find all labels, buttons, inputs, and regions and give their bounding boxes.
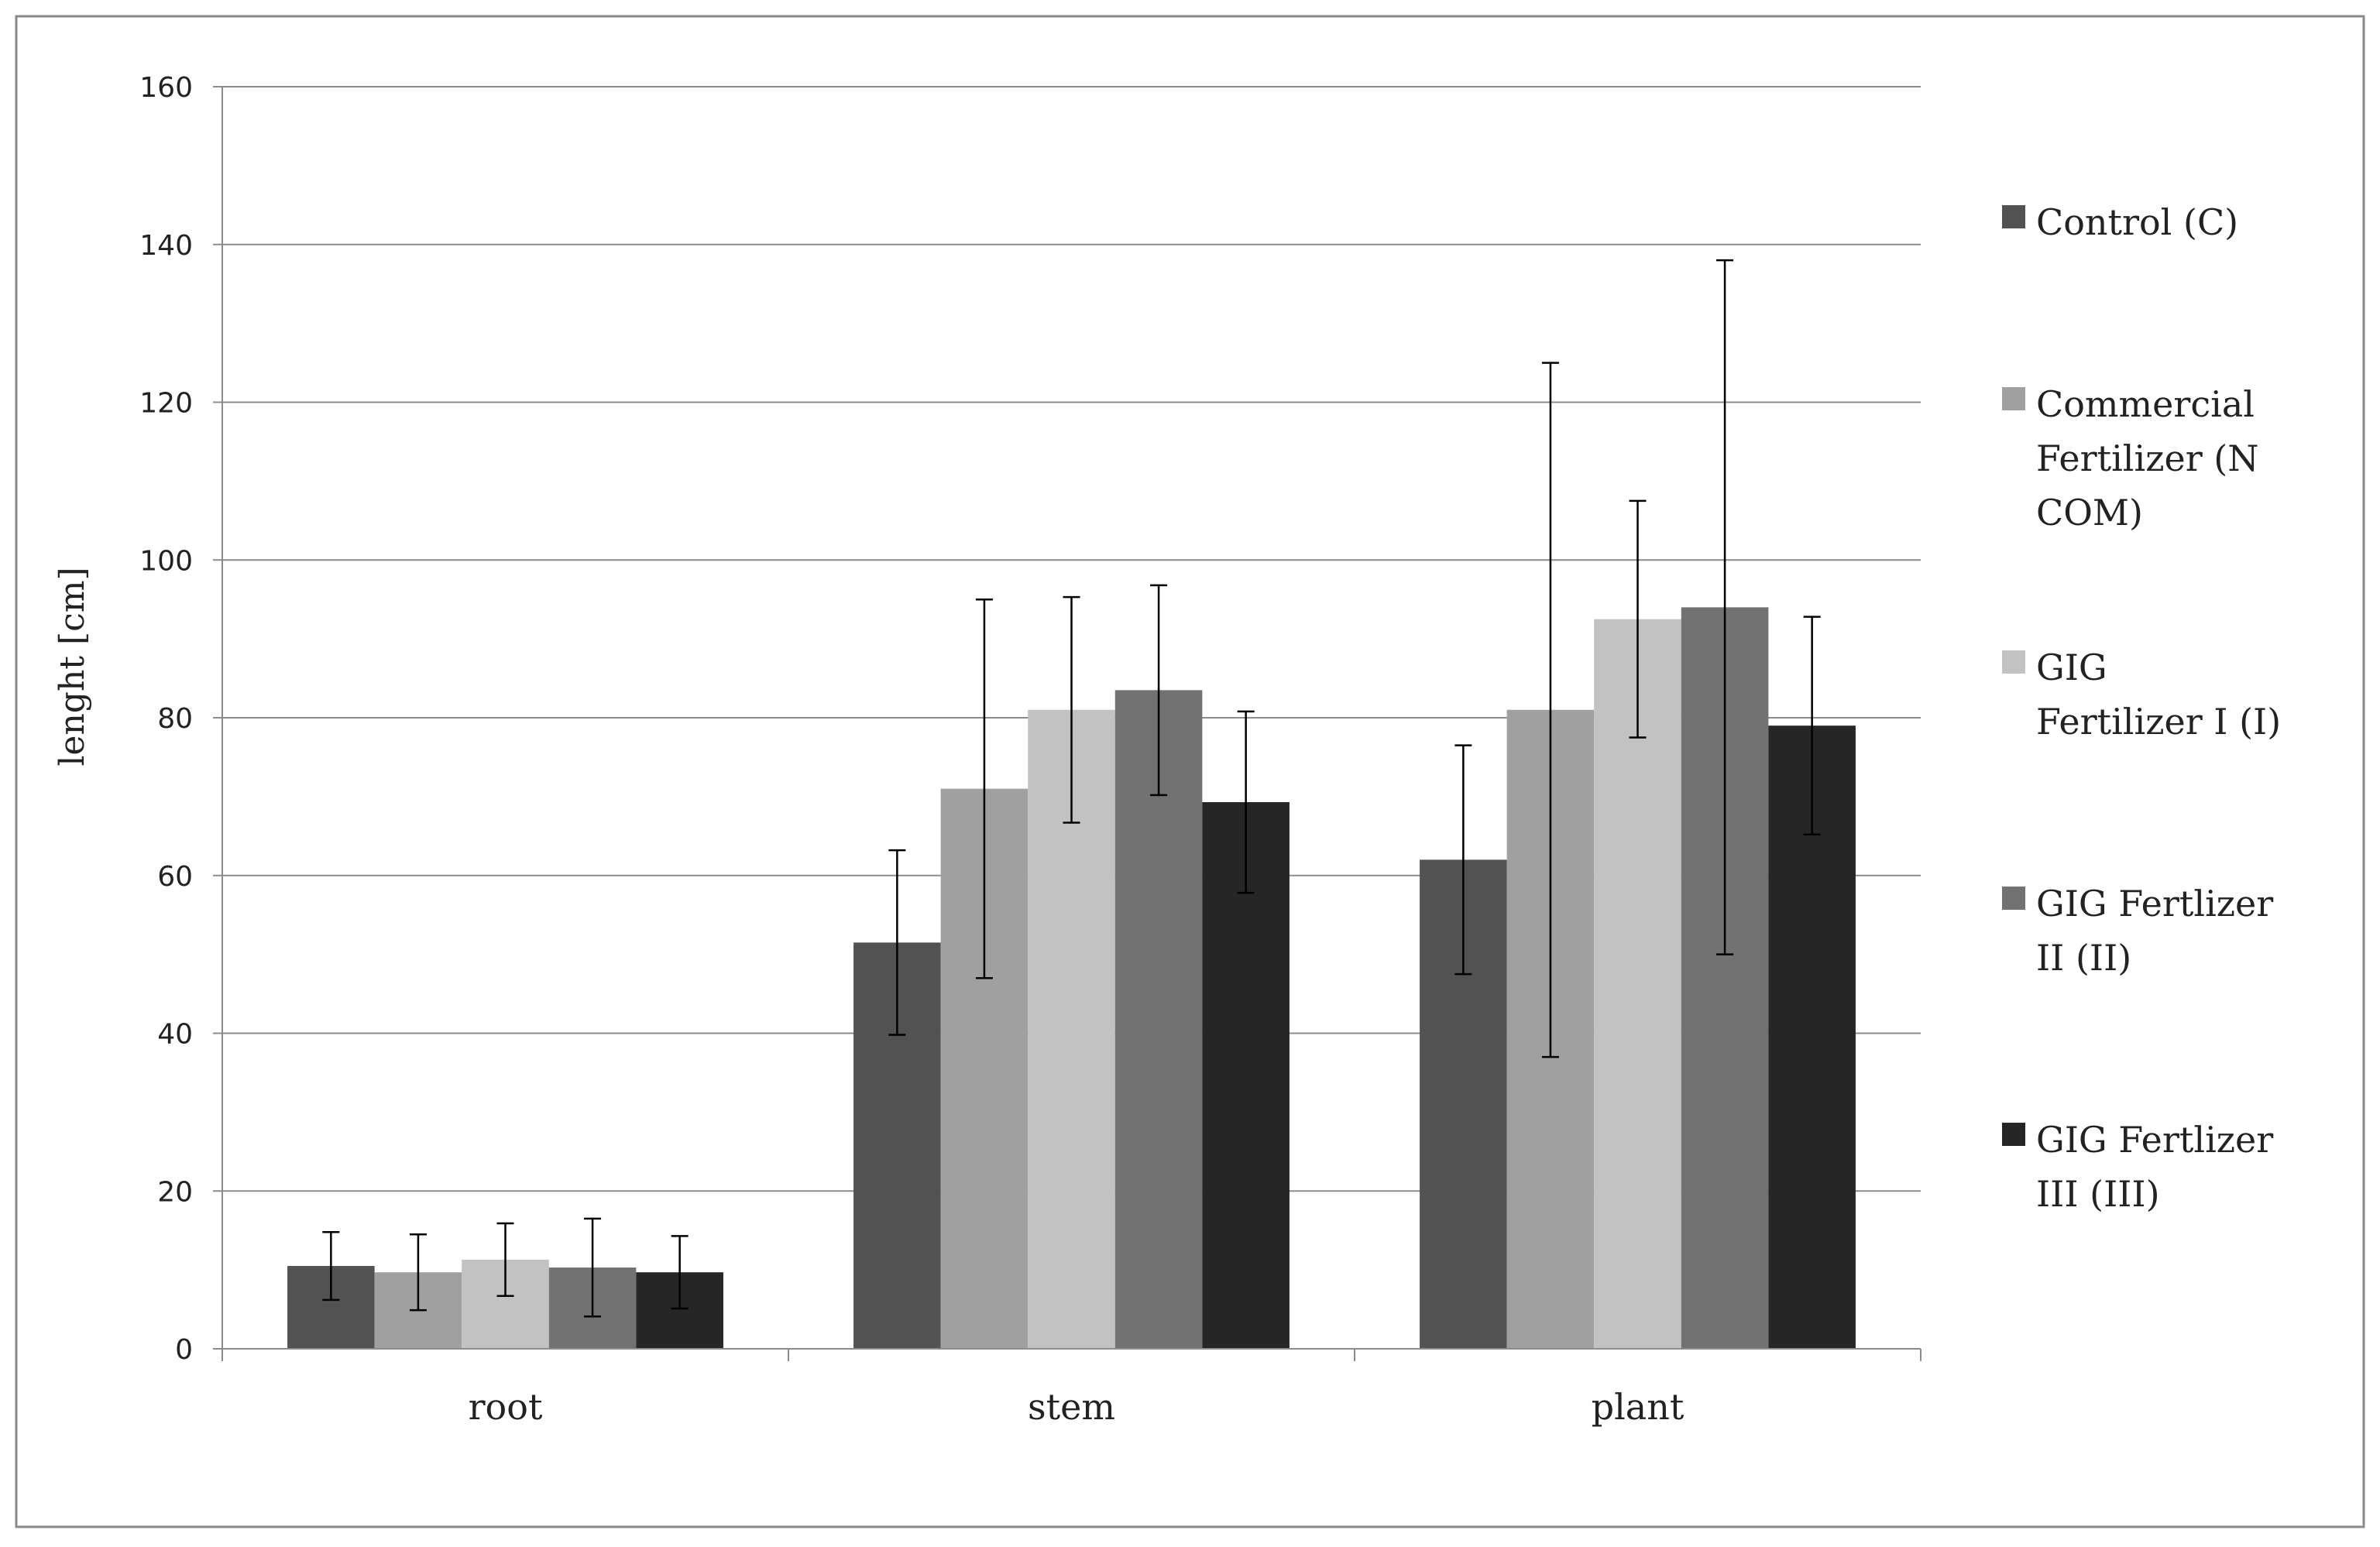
y-tick-label: 140 [139, 230, 193, 262]
y-tick-label: 100 [139, 545, 193, 577]
y-tick-label: 80 [157, 703, 193, 735]
y-tick-label: 160 [139, 72, 193, 104]
legend-label: III (III) [2036, 1173, 2160, 1215]
legend-swatch [2002, 650, 2025, 674]
y-tick-label: 60 [157, 861, 193, 893]
y-tick-label: 20 [157, 1176, 193, 1208]
legend-label: Control (C) [2036, 201, 2238, 243]
legend-label: Commercial [2036, 383, 2255, 425]
legend-swatch [2002, 387, 2025, 410]
bar [1114, 690, 1203, 1349]
legend-label: GIG [2036, 647, 2107, 688]
legend: Control (C) Commercial Fertilizer (N COM) GI… [2002, 201, 2281, 1215]
legend-swatch [2002, 205, 2025, 228]
bar [1594, 619, 1681, 1349]
y-axis-label: lenght [cm] [53, 567, 92, 766]
legend-label: GIG Fertlizer [2036, 883, 2273, 924]
legend-label: Fertilizer (N [2036, 437, 2259, 479]
y-tick-label: 0 [175, 1334, 193, 1366]
legend-label: GIG Fertlizer [2036, 1119, 2273, 1161]
x-category-label: plant [1592, 1386, 1685, 1428]
error-bars [322, 259, 1821, 1318]
legend-swatch [2002, 1123, 2025, 1146]
y-tick-label: 40 [157, 1019, 193, 1051]
x-category-label: root [469, 1386, 543, 1428]
y-tick-label: 120 [139, 388, 193, 420]
legend-label: Fertilizer I (I) [2036, 701, 2281, 743]
legend-label: COM) [2036, 492, 2143, 533]
legend-swatch [2002, 887, 2025, 910]
axes: 0 20 40 60 80 100 120 140 160 root stem plant [139, 72, 1922, 1428]
x-category-label: stem [1028, 1386, 1115, 1428]
legend-label: II (II) [2036, 937, 2131, 979]
